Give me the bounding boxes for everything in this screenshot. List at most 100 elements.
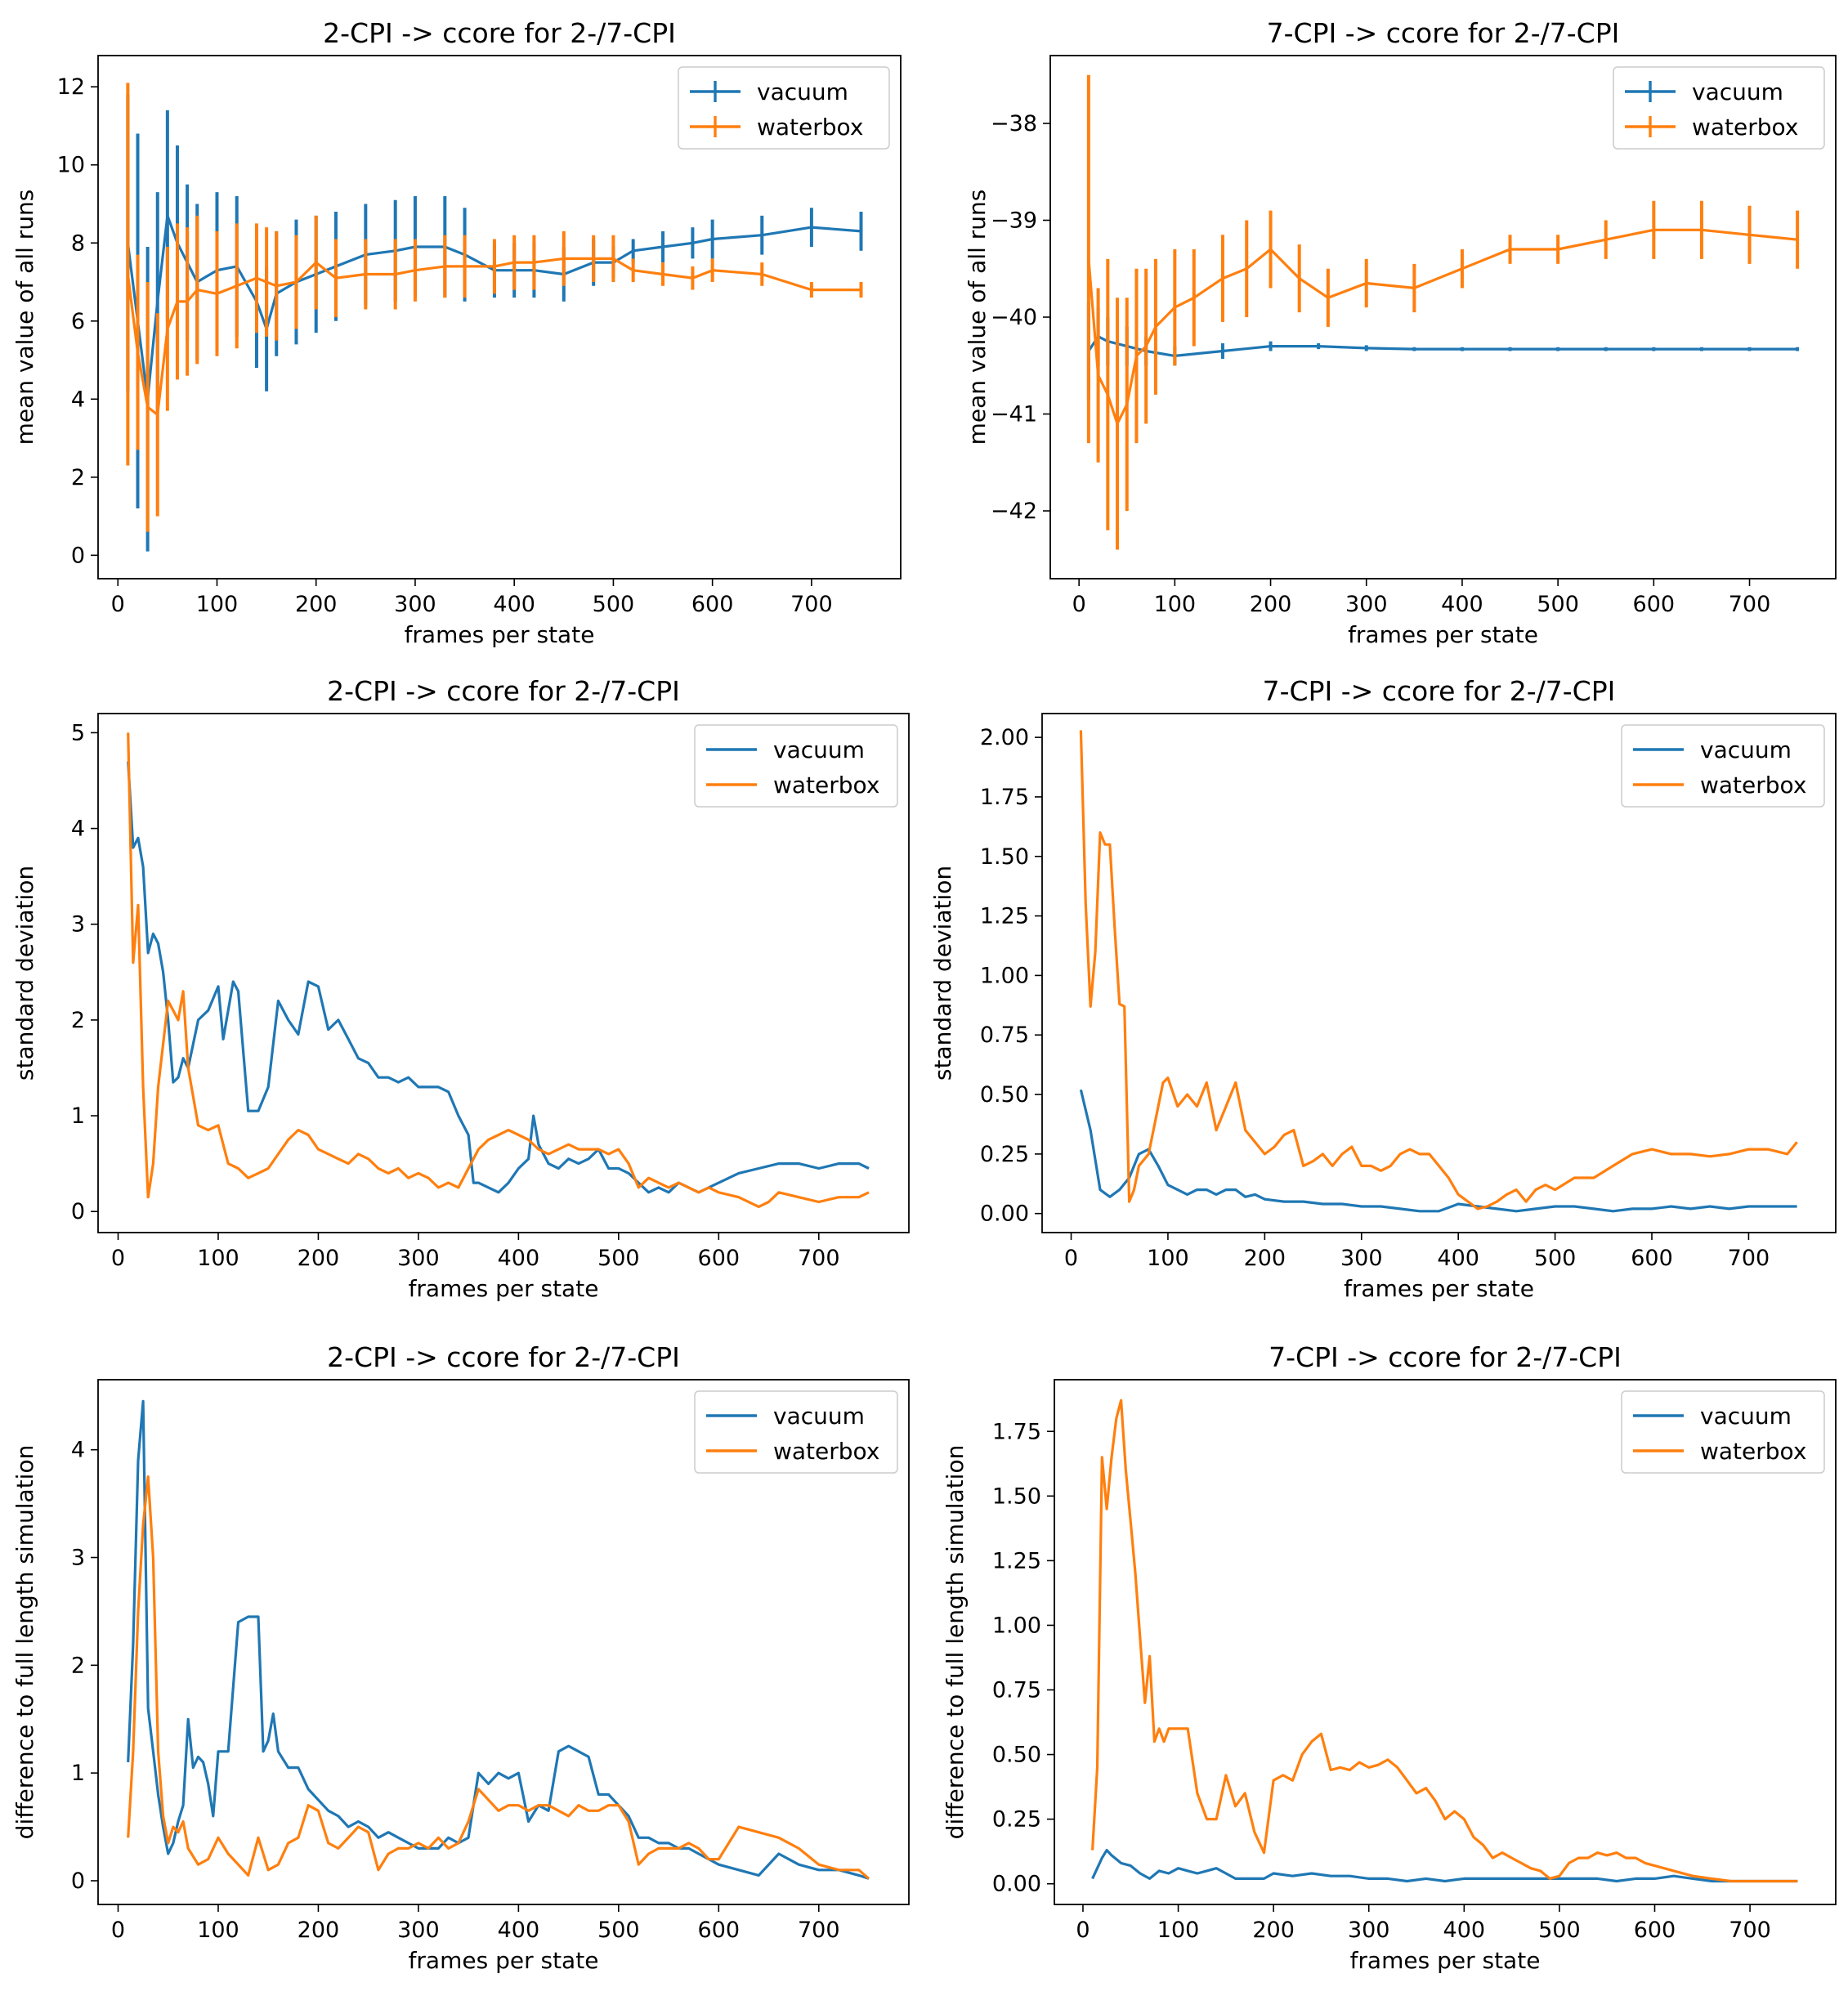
chart-title: 7-CPI -> ccore for 2-/7-CPI — [1269, 1341, 1622, 1373]
x-tick-label: 300 — [1345, 592, 1388, 617]
legend: vacuum waterbox — [678, 66, 890, 150]
series-line-waterbox — [1079, 730, 1798, 1211]
x-axis-label: frames per state — [1350, 1947, 1541, 1974]
chart-title: 2-CPI -> ccore for 2-/7-CPI — [327, 675, 680, 707]
axes-frame — [1049, 55, 1837, 580]
legend-label-vacuum: vacuum — [773, 736, 865, 763]
data-layer — [1086, 74, 1800, 550]
y-axis-label: standard deviation — [11, 866, 38, 1081]
y-tick-label: 1.25 — [992, 1548, 1041, 1573]
x-axis-label: frames per state — [409, 1947, 599, 1974]
y-tick-label: 3 — [71, 1546, 85, 1571]
axes-frame — [97, 1379, 910, 1905]
legend: vacuum waterbox — [694, 1390, 898, 1474]
axes-frame — [97, 55, 902, 580]
x-tick-label: 500 — [1538, 1918, 1581, 1943]
legend-box — [694, 724, 898, 808]
legend: vacuum waterbox — [1613, 66, 1825, 150]
series-vacuum — [1091, 1849, 1798, 1883]
y-tick-label: 5 — [71, 720, 85, 745]
x-tick-label: 100 — [196, 592, 239, 617]
legend-label-waterbox: waterbox — [757, 114, 863, 141]
x-tick-label: 700 — [1728, 1246, 1770, 1271]
series-waterbox — [126, 83, 863, 532]
x-axis-label: frames per state — [1348, 621, 1538, 648]
series-line-vacuum — [127, 761, 870, 1194]
y-tick-label: 2 — [71, 1653, 85, 1678]
legend-label-waterbox: waterbox — [1692, 114, 1798, 141]
legend-label-waterbox: waterbox — [1700, 1438, 1806, 1465]
series-line-vacuum — [127, 1399, 870, 1880]
y-tick-label: 0 — [71, 543, 85, 568]
axes-frame — [1054, 1379, 1837, 1905]
legend-label-vacuum: vacuum — [1692, 78, 1783, 105]
y-tick-label: 8 — [71, 230, 85, 256]
y-tick-label: 0 — [71, 1199, 85, 1224]
x-tick-label: 200 — [1252, 1918, 1295, 1943]
legend-box — [694, 1390, 898, 1474]
x-tick-label: 700 — [790, 592, 833, 617]
y-tick-label: 0.75 — [980, 1023, 1029, 1048]
x-tick-label: 200 — [1244, 1246, 1286, 1271]
y-tick-label: 0.00 — [980, 1202, 1029, 1227]
x-tick-label: 200 — [298, 1918, 340, 1943]
y-tick-label: 0.50 — [992, 1743, 1041, 1768]
x-tick-label: 300 — [397, 1918, 440, 1943]
x-tick-label: 700 — [1729, 1918, 1771, 1943]
legend-label-vacuum: vacuum — [1700, 736, 1792, 763]
legend-label-vacuum: vacuum — [773, 1403, 865, 1430]
legend-label-vacuum: vacuum — [757, 78, 848, 105]
y-tick-label: −38 — [991, 111, 1037, 136]
legend-label-vacuum: vacuum — [1700, 1403, 1792, 1430]
y-tick-label: 0 — [71, 1868, 85, 1894]
y-axis-label: mean value of all runs — [11, 190, 38, 445]
y-tick-label: 1 — [71, 1103, 85, 1129]
legend: vacuum waterbox — [1621, 1390, 1825, 1474]
y-tick-label: 4 — [71, 817, 85, 842]
series-line-waterbox — [127, 1475, 870, 1880]
axes-frame — [97, 713, 910, 1233]
y-tick-label: −40 — [991, 305, 1037, 330]
x-tick-label: 0 — [1076, 1918, 1090, 1943]
legend-box — [1621, 1390, 1825, 1474]
series-line-waterbox — [1091, 1399, 1798, 1883]
x-tick-label: 400 — [1437, 1246, 1479, 1271]
x-tick-label: 0 — [111, 1918, 125, 1943]
y-tick-label: 2.00 — [980, 725, 1029, 750]
y-tick-label: 1.00 — [980, 963, 1029, 988]
x-tick-label: 500 — [1534, 1246, 1577, 1271]
legend: vacuum waterbox — [1621, 724, 1825, 808]
y-tick-label: 12 — [57, 74, 85, 100]
series-line-vacuum — [1091, 1849, 1798, 1883]
y-tick-label: −42 — [991, 499, 1037, 524]
series-vacuum — [1079, 1089, 1797, 1213]
y-tick-label: 1.50 — [980, 844, 1029, 870]
series-line-waterbox — [1087, 228, 1798, 426]
x-tick-label: 200 — [298, 1246, 340, 1271]
x-tick-label: 600 — [691, 592, 734, 617]
x-tick-label: 400 — [1443, 1918, 1486, 1943]
y-tick-label: 1 — [71, 1761, 85, 1786]
chart-panel-6: 7-CPI -> ccore for 2-/7-CPI 0 100 200 300 400… — [942, 1341, 1837, 1974]
x-tick-label: 300 — [1348, 1918, 1390, 1943]
legend-box — [1621, 724, 1825, 808]
x-tick-label: 400 — [1441, 592, 1483, 617]
y-tick-label: 0.25 — [980, 1142, 1029, 1167]
x-tick-label: 600 — [1631, 1246, 1673, 1271]
chart-panel-4: 7-CPI -> ccore for 2-/7-CPI 0 100 200 300 400… — [929, 675, 1837, 1302]
x-tick-label: 600 — [698, 1918, 741, 1943]
x-tick-label: 300 — [1340, 1246, 1383, 1271]
x-axis-label: frames per state — [405, 621, 595, 648]
x-axis-label: frames per state — [1344, 1275, 1534, 1302]
y-axis-label: difference to full length simulation — [11, 1445, 38, 1840]
x-tick-label: 400 — [498, 1918, 540, 1943]
y-axis-label: standard deviation — [929, 866, 956, 1081]
y-tick-label: 0.75 — [992, 1678, 1041, 1703]
series-line-waterbox — [126, 257, 861, 416]
series-waterbox — [1091, 1399, 1798, 1883]
chart-title: 7-CPI -> ccore for 2-/7-CPI — [1263, 675, 1616, 707]
chart-panel-2: 7-CPI -> ccore for 2-/7-CPI 0 100 200 300 400… — [964, 17, 1837, 648]
x-tick-label: 100 — [1147, 1246, 1189, 1271]
x-tick-label: 500 — [1537, 592, 1579, 617]
